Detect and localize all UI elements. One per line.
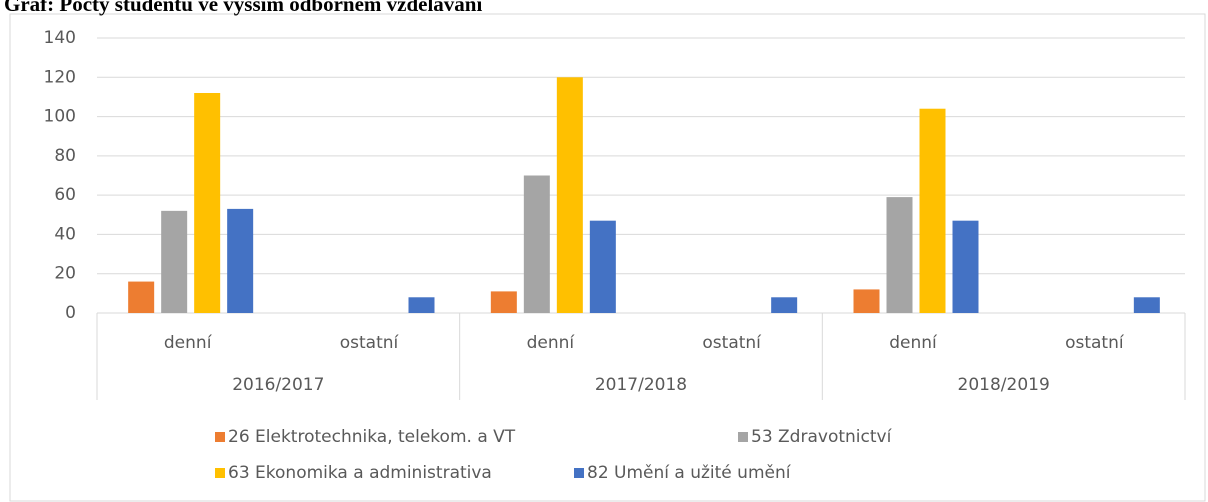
chart-title: Graf: Počty studentů ve vyšším odborném … bbox=[4, 0, 483, 16]
bar bbox=[886, 197, 913, 313]
bar bbox=[919, 108, 946, 313]
legend-label: 63 Ekonomika a administrativa bbox=[228, 463, 492, 483]
legend-label: 82 Umění a užité umění bbox=[587, 463, 792, 483]
y-tick-label: 120 bbox=[44, 67, 76, 87]
bar bbox=[589, 220, 616, 313]
group-label: 2017/2018 bbox=[595, 375, 687, 395]
legend-label: 26 Elektrotechnika, telekom. a VT bbox=[228, 427, 516, 447]
bar bbox=[556, 77, 583, 314]
legend-swatch bbox=[215, 468, 225, 478]
y-tick-label: 40 bbox=[54, 224, 76, 244]
y-tick-label: 100 bbox=[44, 107, 76, 127]
bar bbox=[194, 93, 221, 313]
bar bbox=[490, 291, 517, 313]
legend-swatch bbox=[738, 432, 748, 442]
x-tick-label: denní bbox=[889, 333, 938, 353]
bar bbox=[161, 210, 188, 313]
legend-label: 53 Zdravotnictví bbox=[751, 427, 893, 447]
group-label: 2018/2019 bbox=[958, 375, 1050, 395]
y-tick-label: 0 bbox=[65, 303, 76, 323]
bar bbox=[523, 175, 550, 313]
y-tick-label: 80 bbox=[54, 146, 76, 166]
x-tick-label: ostatní bbox=[702, 333, 762, 353]
bar bbox=[128, 281, 155, 313]
group-label: 2016/2017 bbox=[232, 375, 324, 395]
bar bbox=[1133, 297, 1160, 313]
y-tick-label: 20 bbox=[54, 264, 76, 284]
legend-swatch bbox=[215, 432, 225, 442]
x-tick-label: denní bbox=[164, 333, 213, 353]
x-tick-label: ostatní bbox=[340, 333, 400, 353]
y-tick-label: 140 bbox=[44, 28, 76, 48]
bar bbox=[952, 220, 979, 313]
y-tick-label: 60 bbox=[54, 185, 76, 205]
x-tick-label: denní bbox=[527, 333, 576, 353]
legend-swatch bbox=[574, 468, 584, 478]
bar bbox=[227, 208, 254, 313]
bar bbox=[771, 297, 798, 313]
bar bbox=[408, 297, 435, 313]
x-tick-label: ostatní bbox=[1065, 333, 1125, 353]
bar bbox=[853, 289, 880, 313]
